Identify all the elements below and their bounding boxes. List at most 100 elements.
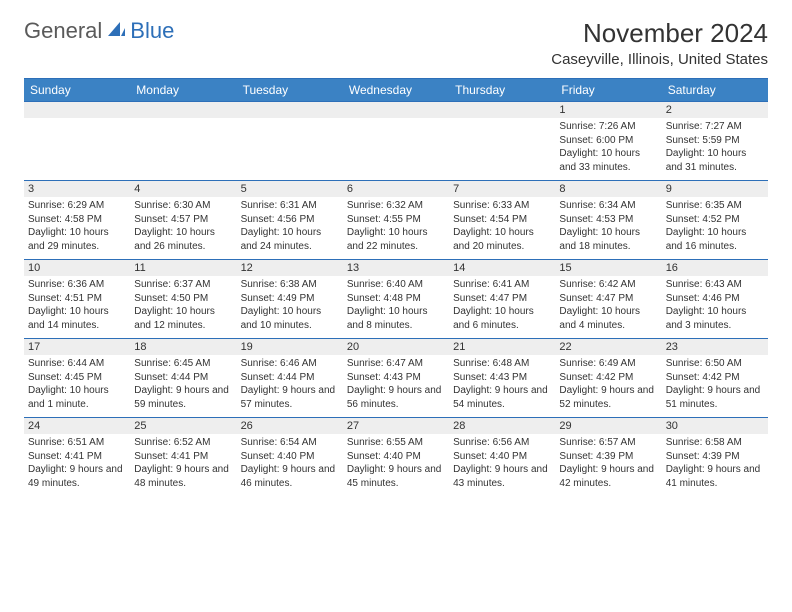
logo-text-blue: Blue — [130, 18, 174, 44]
sunset-line: Sunset: 4:46 PM — [666, 292, 764, 306]
sunrise-line: Sunrise: 6:46 AM — [241, 357, 339, 371]
sunset-line: Sunset: 4:42 PM — [666, 371, 764, 385]
page-title: November 2024 — [551, 18, 768, 49]
day-number-cell: 19 — [237, 339, 343, 356]
sunset-line: Sunset: 4:49 PM — [241, 292, 339, 306]
day-data-cell — [449, 118, 555, 181]
day-number-cell: 4 — [130, 181, 236, 198]
sunset-line: Sunset: 4:53 PM — [559, 213, 657, 227]
sunrise-line: Sunrise: 7:27 AM — [666, 120, 764, 134]
day-data-cell: Sunrise: 6:58 AMSunset: 4:39 PMDaylight:… — [662, 434, 768, 496]
sunset-line: Sunset: 6:00 PM — [559, 134, 657, 148]
sunrise-line: Sunrise: 6:58 AM — [666, 436, 764, 450]
sunset-line: Sunset: 4:47 PM — [559, 292, 657, 306]
calendar-page: GeneralBlue November 2024 Caseyville, Il… — [0, 0, 792, 514]
day-data-cell: Sunrise: 6:49 AMSunset: 4:42 PMDaylight:… — [555, 355, 661, 418]
sunrise-line: Sunrise: 6:44 AM — [28, 357, 126, 371]
data-row: Sunrise: 6:36 AMSunset: 4:51 PMDaylight:… — [24, 276, 768, 339]
day-data-cell: Sunrise: 6:44 AMSunset: 4:45 PMDaylight:… — [24, 355, 130, 418]
sunset-line: Sunset: 4:54 PM — [453, 213, 551, 227]
sunrise-line: Sunrise: 6:33 AM — [453, 199, 551, 213]
day-number-cell: 29 — [555, 418, 661, 435]
daylight-line: Daylight: 10 hours and 8 minutes. — [347, 305, 445, 332]
sunrise-line: Sunrise: 6:37 AM — [134, 278, 232, 292]
day-header-row: Sunday Monday Tuesday Wednesday Thursday… — [24, 79, 768, 102]
day-number-cell: 20 — [343, 339, 449, 356]
day-data-cell: Sunrise: 7:27 AMSunset: 5:59 PMDaylight:… — [662, 118, 768, 181]
sunset-line: Sunset: 4:48 PM — [347, 292, 445, 306]
day-number-cell: 12 — [237, 260, 343, 277]
day-data-cell: Sunrise: 6:32 AMSunset: 4:55 PMDaylight:… — [343, 197, 449, 260]
sunrise-line: Sunrise: 6:30 AM — [134, 199, 232, 213]
day-number-cell: 10 — [24, 260, 130, 277]
day-number-cell: 26 — [237, 418, 343, 435]
day-number-cell: 1 — [555, 102, 661, 119]
logo-sail-icon — [106, 18, 126, 44]
day-data-cell: Sunrise: 6:35 AMSunset: 4:52 PMDaylight:… — [662, 197, 768, 260]
sunset-line: Sunset: 4:47 PM — [453, 292, 551, 306]
daylight-line: Daylight: 10 hours and 29 minutes. — [28, 226, 126, 253]
calendar-body: 12 Sunrise: 7:26 AMSunset: 6:00 PM Dayligh… — [24, 102, 768, 497]
col-monday: Monday — [130, 79, 236, 102]
sunrise-line: Sunrise: 7:26 AM — [559, 120, 657, 134]
daylight-line: Daylight: 9 hours and 59 minutes. — [134, 384, 232, 411]
daylight-line: Daylight: 10 hours and 12 minutes. — [134, 305, 232, 332]
daylight-line: Daylight: 10 hours and 31 minutes. — [666, 147, 764, 174]
daynum-row: 3456789 — [24, 181, 768, 198]
col-friday: Friday — [555, 79, 661, 102]
logo: GeneralBlue — [24, 18, 174, 44]
sunrise-line: Sunrise: 6:35 AM — [666, 199, 764, 213]
data-row: Sunrise: 6:51 AM Sunset: 4:41 PM Daylight:… — [24, 434, 768, 496]
sunrise-line: Sunrise: 6:47 AM — [347, 357, 445, 371]
sunset-line: Sunset: 4:40 PM — [241, 450, 339, 464]
daynum-row: 10111213141516 — [24, 260, 768, 277]
day-data-cell: Sunrise: 6:50 AMSunset: 4:42 PMDaylight:… — [662, 355, 768, 418]
sunset-line: Sunset: 4:40 PM — [347, 450, 445, 464]
sunrise-line: Sunrise: 6:55 AM — [347, 436, 445, 450]
day-data-cell: Sunrise: 6:29 AMSunset: 4:58 PMDaylight:… — [24, 197, 130, 260]
day-number-cell — [449, 102, 555, 119]
header: GeneralBlue November 2024 Caseyville, Il… — [24, 18, 768, 68]
day-number-cell: 6 — [343, 181, 449, 198]
daylight-line: Daylight: 10 hours and 18 minutes. — [559, 226, 657, 253]
data-row: Sunrise: 6:44 AMSunset: 4:45 PMDaylight:… — [24, 355, 768, 418]
sunrise-line: Sunrise: 6:52 AM — [134, 436, 232, 450]
day-data-cell: Sunrise: 6:38 AMSunset: 4:49 PMDaylight:… — [237, 276, 343, 339]
day-data-cell: Sunrise: 6:36 AMSunset: 4:51 PMDaylight:… — [24, 276, 130, 339]
daylight-line: Daylight: 10 hours and 20 minutes. — [453, 226, 551, 253]
daylight-line: Daylight: 10 hours and 24 minutes. — [241, 226, 339, 253]
sunrise-line: Sunrise: 6:38 AM — [241, 278, 339, 292]
daylight-line: Daylight: 9 hours and 56 minutes. — [347, 384, 445, 411]
sunset-line: Sunset: 4:50 PM — [134, 292, 232, 306]
sunset-line: Sunset: 4:51 PM — [28, 292, 126, 306]
sunset-line: Sunset: 4:43 PM — [347, 371, 445, 385]
sunset-line: Sunset: 4:41 PM — [134, 450, 232, 464]
sunrise-line: Sunrise: 6:54 AM — [241, 436, 339, 450]
day-number-cell: 24 — [24, 418, 130, 435]
col-wednesday: Wednesday — [343, 79, 449, 102]
day-number-cell: 3 — [24, 181, 130, 198]
sunrise-line: Sunrise: 6:45 AM — [134, 357, 232, 371]
day-data-cell: Sunrise: 6:56 AMSunset: 4:40 PMDaylight:… — [449, 434, 555, 496]
day-number-cell: 2 — [662, 102, 768, 119]
sunrise-line: Sunrise: 6:51 AM — [28, 436, 126, 450]
title-block: November 2024 Caseyville, Illinois, Unit… — [551, 18, 768, 68]
daylight-line: Daylight: 9 hours and 41 minutes. — [666, 463, 764, 490]
day-data-cell: Sunrise: 6:47 AMSunset: 4:43 PMDaylight:… — [343, 355, 449, 418]
daylight-line: Daylight: 10 hours and 22 minutes. — [347, 226, 445, 253]
day-number-cell: 15 — [555, 260, 661, 277]
sunrise-line: Sunrise: 6:49 AM — [559, 357, 657, 371]
sunset-line: Sunset: 4:43 PM — [453, 371, 551, 385]
sunrise-line: Sunrise: 6:34 AM — [559, 199, 657, 213]
day-data-cell: Sunrise: 6:48 AMSunset: 4:43 PMDaylight:… — [449, 355, 555, 418]
daylight-line: Daylight: 9 hours and 54 minutes. — [453, 384, 551, 411]
sunset-line: Sunset: 4:39 PM — [559, 450, 657, 464]
day-data-cell: Sunrise: 6:43 AMSunset: 4:46 PMDaylight:… — [662, 276, 768, 339]
sunrise-line: Sunrise: 6:42 AM — [559, 278, 657, 292]
day-data-cell: Sunrise: 6:40 AMSunset: 4:48 PMDaylight:… — [343, 276, 449, 339]
data-row: Sunrise: 6:29 AMSunset: 4:58 PMDaylight:… — [24, 197, 768, 260]
day-data-cell: Sunrise: 6:42 AMSunset: 4:47 PMDaylight:… — [555, 276, 661, 339]
sunset-line: Sunset: 4:57 PM — [134, 213, 232, 227]
sunrise-line: Sunrise: 6:40 AM — [347, 278, 445, 292]
day-number-cell: 23 — [662, 339, 768, 356]
